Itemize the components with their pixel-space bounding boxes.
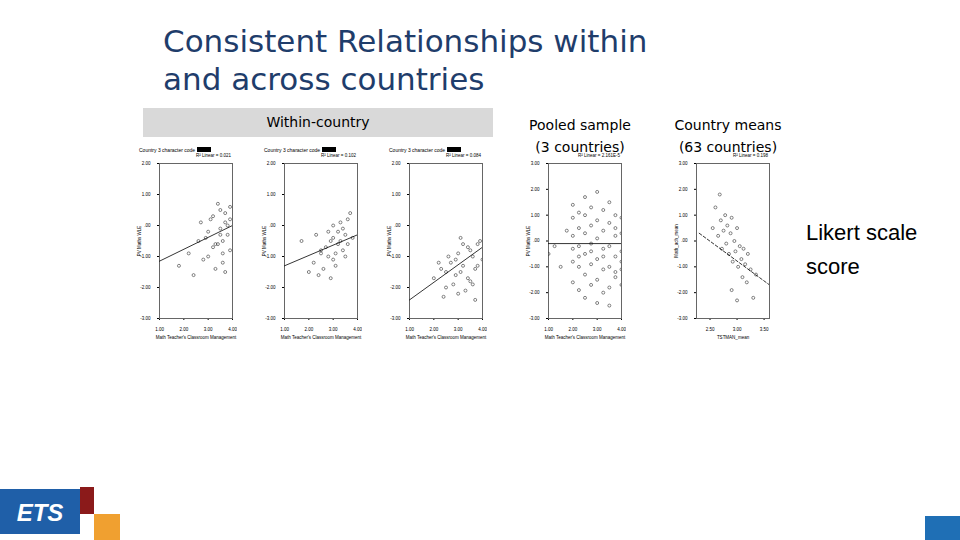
svg-text:Math Teacher's Classroom Manag: Math Teacher's Classroom Management [545, 335, 626, 340]
svg-text:3.00: 3.00 [531, 161, 540, 166]
svg-text:PV Maths WLE: PV Maths WLE [262, 226, 267, 257]
svg-text:-1.00: -1.00 [529, 264, 540, 269]
svg-text:4.00: 4.00 [228, 327, 237, 332]
html-text:Consistent Relationships withi: Consistent Relationships within [163, 23, 648, 59]
svg-text:-1.00: -1.00 [140, 254, 151, 259]
html-text:R² Linear = 0.084: R² Linear = 0.084 [446, 153, 481, 158]
svg-text:4.00: 4.00 [353, 327, 362, 332]
svg-text:3.00: 3.00 [329, 327, 338, 332]
svg-text:3.00: 3.00 [204, 327, 213, 332]
svg-text:3.50: 3.50 [760, 327, 769, 332]
html-text:Within-country: Within-country [266, 114, 370, 130]
svg-text:2.50: 2.50 [706, 327, 715, 332]
svg-text:.00: .00 [144, 223, 151, 228]
html-text:(63 countries): (63 countries) [678, 139, 778, 155]
svg-text:2.00: 2.00 [267, 161, 276, 166]
html-text:Country 3 character code: Country 3 character code [264, 146, 321, 153]
svg-text:PV Maths WLE: PV Maths WLE [387, 226, 392, 257]
svg-text:1.00: 1.00 [544, 327, 553, 332]
svg-text:-3.00: -3.00 [265, 316, 276, 321]
html-text:and across countries: and across countries [163, 61, 485, 97]
svg-text:.00: .00 [681, 238, 688, 243]
html-text:Country 3 character code: Country 3 character code [139, 146, 196, 153]
svg-text:-2.00: -2.00 [390, 285, 401, 290]
svg-text:-2.00: -2.00 [140, 285, 151, 290]
svg-text:2.00: 2.00 [679, 187, 688, 192]
svg-text:-2.00: -2.00 [677, 290, 688, 295]
html-text:Pooled sample: Pooled sample [529, 117, 631, 133]
svg-text:1.00: 1.00 [405, 327, 414, 332]
svg-text:1.00: 1.00 [531, 213, 540, 218]
svg-text:-1.00: -1.00 [265, 254, 276, 259]
svg-text:4.00: 4.00 [617, 327, 626, 332]
svg-text:2.00: 2.00 [429, 327, 438, 332]
svg-text:-3.00: -3.00 [390, 316, 401, 321]
svg-text:-3.00: -3.00 [140, 316, 151, 321]
svg-text:.00: .00 [394, 223, 401, 228]
svg-text:Math Teacher's Classroom Manag: Math Teacher's Classroom Management [406, 335, 487, 340]
html-text:R² Linear = 2.161E-5: R² Linear = 2.161E-5 [578, 153, 620, 158]
svg-text:TSTMAN_mean: TSTMAN_mean [717, 335, 750, 340]
svg-text:2.00: 2.00 [392, 161, 401, 166]
svg-text:1.00: 1.00 [679, 213, 688, 218]
html-text:Country means: Country means [674, 117, 782, 133]
svg-text:-3.00: -3.00 [529, 316, 540, 321]
svg-text:ETS: ETS [17, 499, 64, 526]
html-text:Country 3 character code: Country 3 character code [389, 146, 446, 153]
svg-text:1.00: 1.00 [142, 192, 151, 197]
html-text:score: score [806, 254, 860, 279]
svg-text:-2.00: -2.00 [265, 285, 276, 290]
html-text:(3 countries): (3 countries) [535, 139, 625, 155]
svg-text:-1.00: -1.00 [677, 264, 688, 269]
svg-text:2.00: 2.00 [531, 187, 540, 192]
svg-text:2.00: 2.00 [142, 161, 151, 166]
svg-text:4.00: 4.00 [478, 327, 487, 332]
svg-text:-2.00: -2.00 [529, 290, 540, 295]
svg-text:3.00: 3.00 [454, 327, 463, 332]
svg-text:PV Maths WLE: PV Maths WLE [526, 226, 531, 257]
svg-text:3.00: 3.00 [733, 327, 742, 332]
svg-text:3.00: 3.00 [679, 161, 688, 166]
svg-text:2.00: 2.00 [179, 327, 188, 332]
svg-text:Math Teacher's Classroom Manag: Math Teacher's Classroom Management [156, 335, 237, 340]
svg-text:.00: .00 [533, 238, 540, 243]
svg-text:2.00: 2.00 [304, 327, 313, 332]
html-text:Likert scale: Likert scale [806, 220, 918, 245]
svg-text:2.00: 2.00 [568, 327, 577, 332]
svg-text:-3.00: -3.00 [677, 316, 688, 321]
svg-text:-1.00: -1.00 [390, 254, 401, 259]
html-text:R² Linear = 0.021: R² Linear = 0.021 [196, 153, 231, 158]
html-text:R² Linear = 0.102: R² Linear = 0.102 [321, 153, 356, 158]
svg-text:1.00: 1.00 [392, 192, 401, 197]
svg-text:1.00: 1.00 [280, 327, 289, 332]
html-text:R² Linear = 0.198: R² Linear = 0.198 [733, 153, 768, 158]
svg-text:1.00: 1.00 [155, 327, 164, 332]
svg-text:1.00: 1.00 [267, 192, 276, 197]
svg-text:Math Teacher's Classroom Manag: Math Teacher's Classroom Management [281, 335, 362, 340]
svg-text:3.00: 3.00 [593, 327, 602, 332]
svg-text:PV Maths WLE: PV Maths WLE [137, 226, 142, 257]
svg-text:Math_ach_mean: Math_ach_mean [674, 224, 679, 258]
svg-text:.00: .00 [269, 223, 276, 228]
